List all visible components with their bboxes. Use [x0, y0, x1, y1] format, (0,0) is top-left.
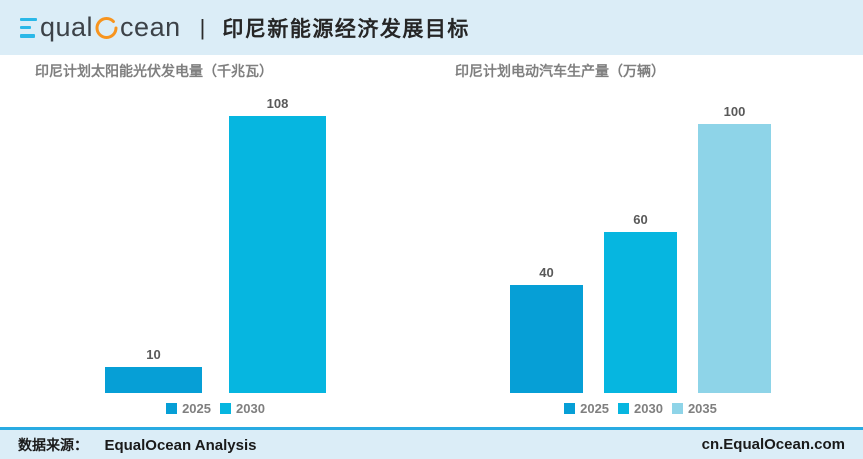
legend-item: 2035 — [671, 401, 717, 416]
bar-2035 — [698, 124, 771, 393]
bar-value-label: 40 — [539, 265, 554, 280]
bar-2025 — [510, 285, 583, 393]
source-value: EqualOcean Analysis — [104, 436, 257, 454]
chart-legend: 2025 2030 2035 — [450, 401, 831, 416]
logo-text-qual: qual — [40, 12, 94, 42]
bar-group: 60 — [604, 212, 677, 393]
equalocean-o-icon — [94, 15, 119, 40]
legend-swatch-icon — [564, 403, 576, 414]
chart-solar-pv: 印尼计划太阳能光伏发电量（千兆瓦） 10 108 2025 2030 — [30, 61, 401, 416]
legend-swatch-icon — [671, 403, 683, 414]
bar-plot: 40 60 100 — [450, 81, 831, 393]
source-label: 数据来源： — [18, 436, 88, 453]
chart-ev-production: 印尼计划电动汽车生产量（万辆） 40 60 100 2025 2030 2035 — [450, 61, 831, 416]
header-separator: | — [199, 14, 206, 40]
chart-title: 印尼计划电动汽车生产量（万辆） — [455, 63, 665, 79]
legend-label: 2025 — [580, 401, 610, 416]
bar-group: 40 — [510, 265, 583, 393]
footer: 数据来源： EqualOcean Analysis cn.EqualOcean.… — [0, 427, 863, 459]
bar-value-label: 60 — [633, 212, 648, 227]
legend-label: 2030 — [236, 401, 265, 416]
bar-plot: 10 108 — [30, 81, 401, 393]
bar-group: 10 — [105, 347, 202, 393]
equalocean-e-icon — [20, 17, 37, 38]
legend-item: 2030 — [220, 401, 265, 416]
equalocean-logo: qual cean — [20, 14, 181, 41]
legend-swatch-icon — [618, 403, 630, 414]
bar-2030 — [229, 116, 326, 393]
legend-label: 2035 — [687, 401, 717, 416]
charts-area: 印尼计划太阳能光伏发电量（千兆瓦） 10 108 2025 2030 印尼计划电动汽… — [0, 55, 863, 427]
bar-group: 108 — [229, 96, 326, 393]
bar-value-label: 10 — [146, 347, 161, 362]
legend-item: 2025 — [564, 401, 609, 416]
bar-2030 — [604, 232, 677, 393]
legend-swatch-icon — [166, 403, 178, 414]
legend-swatch-icon — [220, 403, 231, 414]
legend-label: 2025 — [182, 401, 211, 416]
chart-title: 印尼计划太阳能光伏发电量（千兆瓦） — [35, 63, 273, 79]
header: qual cean | 印尼新能源经济发展目标 — [0, 0, 863, 55]
legend-item: 2030 — [618, 401, 663, 416]
legend-label: 2030 — [634, 401, 663, 416]
bar-group: 100 — [698, 104, 771, 393]
page-title: 印尼新能源经济发展目标 — [222, 17, 470, 41]
chart-legend: 2025 2030 — [30, 401, 401, 416]
bar-value-label: 100 — [723, 104, 746, 119]
logo-text-cean: cean — [120, 12, 181, 42]
legend-item: 2025 — [166, 401, 211, 416]
data-source: 数据来源： EqualOcean Analysis — [18, 435, 256, 455]
bar-2025 — [105, 367, 202, 393]
website-text: cn.EqualOcean.com — [701, 436, 845, 453]
bar-value-label: 108 — [266, 96, 289, 111]
